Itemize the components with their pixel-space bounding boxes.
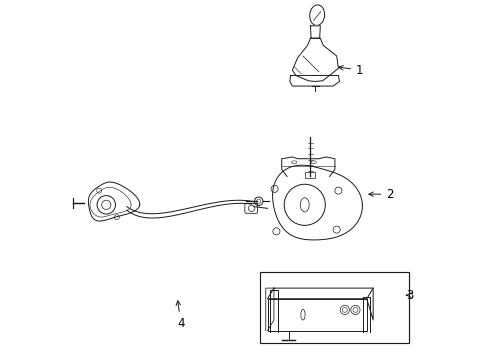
Bar (260, 272, 408, 343)
Polygon shape (310, 26, 320, 38)
Text: 2: 2 (368, 188, 393, 201)
Text: 3: 3 (405, 289, 412, 302)
Bar (305, 172, 314, 178)
Text: 1: 1 (338, 64, 363, 77)
Text: 4: 4 (176, 301, 184, 330)
Bar (267, 299, 366, 330)
